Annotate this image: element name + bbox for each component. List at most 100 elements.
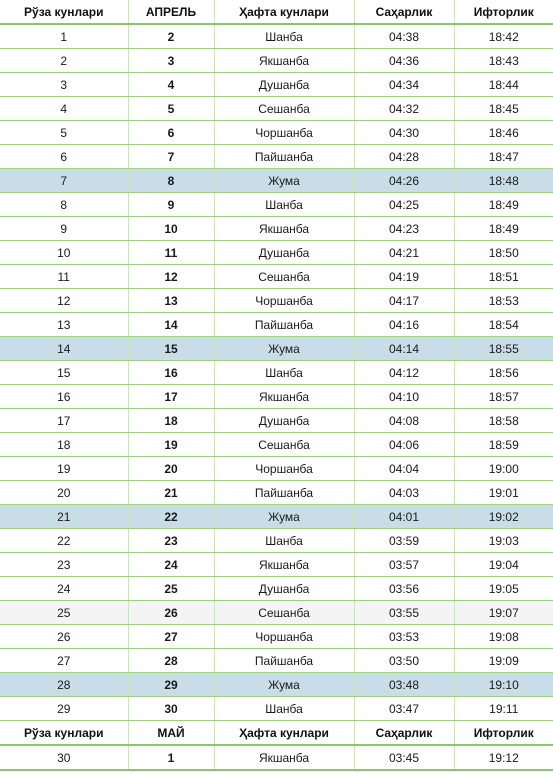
header-row-april: Рўза кунлари АПРЕЛЬ Ҳафта кунлари Саҳарл… [0,0,553,25]
cell-date: 17 [128,384,215,409]
header-fasting-day: Рўза кунлари [0,0,129,25]
table-row: 14 15 Жума 04:14 18:55 [0,336,553,361]
cell-weekday: Шанба [214,192,355,217]
cell-iftar-time: 18:55 [454,336,553,361]
table-row: 13 14 Пайшанба 04:16 18:54 [0,312,553,337]
table-row: 18 19 Сешанба 04:06 18:59 [0,432,553,457]
cell-iftar-time: 19:07 [454,600,553,625]
cell-fasting-day: 4 [0,96,129,121]
cell-weekday: Чоршанба [214,456,355,481]
cell-suhoor-time: 03:57 [354,552,455,577]
cell-weekday: Душанба [214,72,355,97]
cell-iftar-time: 18:45 [454,96,553,121]
cell-suhoor-time: 03:50 [354,648,455,673]
cell-fasting-day: 5 [0,120,129,145]
cell-date: 5 [128,96,215,121]
cell-suhoor-time: 04:19 [354,264,455,289]
cell-date: 19 [128,432,215,457]
cell-date: 28 [128,648,215,673]
cell-fasting-day: 28 [0,672,129,697]
table-row: 2 3 Якшанба 04:36 18:43 [0,48,553,73]
cell-weekday: Сешанба [214,96,355,121]
cell-weekday: Жума [214,336,355,361]
cell-weekday: Сешанба [214,600,355,625]
table-row: 27 28 Пайшанба 03:50 19:09 [0,648,553,673]
cell-iftar-time: 19:11 [454,696,553,721]
cell-suhoor-time: 04:23 [354,216,455,241]
cell-weekday: Жума [214,672,355,697]
cell-iftar-time: 19:00 [454,456,553,481]
cell-suhoor-time: 04:38 [354,24,455,49]
table-row: 17 18 Душанба 04:08 18:58 [0,408,553,433]
cell-date: 10 [128,216,215,241]
cell-weekday: Пайшанба [214,480,355,505]
cell-fasting-day: 24 [0,576,129,601]
cell-iftar-time: 19:09 [454,648,553,673]
cell-iftar-time: 18:56 [454,360,553,385]
cell-fasting-day: 7 [0,168,129,193]
cell-fasting-day: 16 [0,384,129,409]
cell-suhoor-time: 04:36 [354,48,455,73]
table-row: 15 16 Шанба 04:12 18:56 [0,360,553,385]
cell-date: 13 [128,288,215,313]
cell-fasting-day: 17 [0,408,129,433]
cell-fasting-day: 14 [0,336,129,361]
table-row: 25 26 Сешанба 03:55 19:07 [0,600,553,625]
cell-suhoor-time: 04:25 [354,192,455,217]
cell-fasting-day: 20 [0,480,129,505]
cell-weekday: Сешанба [214,432,355,457]
header-iftar: Ифторлик [454,720,553,746]
cell-suhoor-time: 04:28 [354,144,455,169]
cell-weekday: Душанба [214,240,355,265]
cell-date: 25 [128,576,215,601]
cell-date: 24 [128,552,215,577]
cell-date: 11 [128,240,215,265]
cell-fasting-day: 8 [0,192,129,217]
table-row: 22 23 Шанба 03:59 19:03 [0,528,553,553]
cell-weekday: Якшанба [214,384,355,409]
cell-suhoor-time: 04:17 [354,288,455,313]
table-row: 4 5 Сешанба 04:32 18:45 [0,96,553,121]
cell-suhoor-time: 04:06 [354,432,455,457]
cell-date: 6 [128,120,215,145]
cell-weekday: Жума [214,504,355,529]
table-row: 29 30 Шанба 03:47 19:11 [0,696,553,721]
cell-iftar-time: 18:44 [454,72,553,97]
cell-iftar-time: 18:46 [454,120,553,145]
cell-weekday: Душанба [214,576,355,601]
cell-iftar-time: 18:58 [454,408,553,433]
cell-iftar-time: 19:12 [454,745,553,771]
cell-date: 8 [128,168,215,193]
cell-weekday: Якшанба [214,48,355,73]
cell-fasting-day: 22 [0,528,129,553]
cell-fasting-day: 30 [0,745,129,771]
cell-iftar-time: 18:54 [454,312,553,337]
cell-iftar-time: 18:51 [454,264,553,289]
cell-weekday: Пайшанба [214,312,355,337]
cell-weekday: Сешанба [214,264,355,289]
header-suhoor: Саҳарлик [354,0,455,25]
cell-fasting-day: 29 [0,696,129,721]
cell-fasting-day: 27 [0,648,129,673]
cell-suhoor-time: 03:47 [354,696,455,721]
cell-weekday: Чоршанба [214,120,355,145]
cell-fasting-day: 10 [0,240,129,265]
cell-weekday: Якшанба [214,552,355,577]
header-weekday: Ҳафта кунлари [214,720,355,746]
cell-iftar-time: 18:57 [454,384,553,409]
cell-iftar-time: 19:08 [454,624,553,649]
cell-fasting-day: 6 [0,144,129,169]
cell-suhoor-time: 04:30 [354,120,455,145]
table-row: 9 10 Якшанба 04:23 18:49 [0,216,553,241]
cell-fasting-day: 11 [0,264,129,289]
cell-fasting-day: 3 [0,72,129,97]
cell-weekday: Шанба [214,696,355,721]
cell-date: 9 [128,192,215,217]
cell-suhoor-time: 03:59 [354,528,455,553]
cell-iftar-time: 18:50 [454,240,553,265]
cell-iftar-time: 18:49 [454,216,553,241]
table-row: 3 4 Душанба 04:34 18:44 [0,72,553,97]
cell-weekday: Чоршанба [214,624,355,649]
table-row: 5 6 Чоршанба 04:30 18:46 [0,120,553,145]
cell-iftar-time: 18:49 [454,192,553,217]
